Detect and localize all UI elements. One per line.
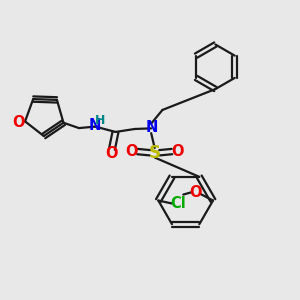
Text: O: O <box>12 115 25 130</box>
Text: N: N <box>145 120 158 135</box>
Text: O: O <box>105 146 117 161</box>
Text: H: H <box>95 114 106 127</box>
Text: O: O <box>125 144 138 159</box>
Text: N: N <box>88 118 101 133</box>
Text: O: O <box>172 144 184 159</box>
Text: S: S <box>149 144 161 162</box>
Text: Cl: Cl <box>171 196 186 211</box>
Text: O: O <box>189 185 201 200</box>
